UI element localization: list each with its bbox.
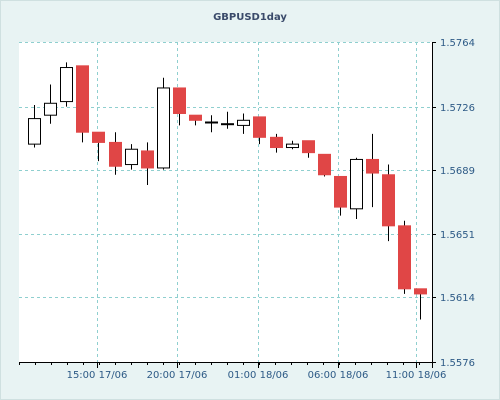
candle-body-bearish — [366, 158, 379, 174]
candle-body-bullish — [286, 143, 299, 149]
candle-body-bullish — [28, 118, 41, 145]
x-tick-label: 11:00 18/06 — [386, 370, 447, 381]
y-tick-label: 1.5689 — [440, 166, 475, 177]
x-tick-label: 20:00 17/06 — [147, 370, 208, 381]
candle-body-bearish — [253, 116, 266, 138]
candle-body-bearish — [76, 65, 89, 133]
candle-body-bullish — [44, 102, 57, 116]
y-tick-label: 1.5614 — [440, 293, 475, 304]
candle-body-bearish — [270, 136, 283, 149]
y-tick-label: 1.5764 — [440, 38, 475, 49]
candle-body-bearish — [141, 150, 154, 169]
candle-body-bearish — [92, 131, 105, 143]
candle-body-bearish — [302, 140, 315, 154]
x-tick-label: 01:00 18/06 — [228, 370, 289, 381]
candle-body-bearish — [189, 114, 202, 121]
candle-body-bearish — [173, 87, 186, 114]
candle-body-bearish — [382, 174, 395, 227]
candle-body-bullish — [157, 87, 170, 169]
candle-body-bearish — [334, 175, 347, 208]
chart-title: GBPUSD1day — [213, 12, 287, 23]
x-tick-label: 15:00 17/06 — [67, 370, 128, 381]
candle-body-bullish — [221, 123, 234, 126]
candle-body-bearish — [109, 141, 122, 167]
y-tick-label: 1.5651 — [440, 230, 475, 241]
candle-body-bullish — [60, 67, 73, 103]
x-tick-label: 06:00 18/06 — [308, 370, 369, 381]
candle-body-bullish — [350, 158, 363, 210]
y-tick-label: 1.5576 — [440, 358, 475, 369]
candle-body-bullish — [205, 121, 218, 124]
y-tick-label: 1.5726 — [440, 103, 475, 114]
candle-body-bearish — [398, 225, 411, 290]
candle-body-bearish — [318, 153, 331, 176]
candle-body-bearish — [414, 288, 427, 295]
candle-body-bullish — [125, 148, 138, 166]
candle-body-bullish — [237, 119, 250, 126]
